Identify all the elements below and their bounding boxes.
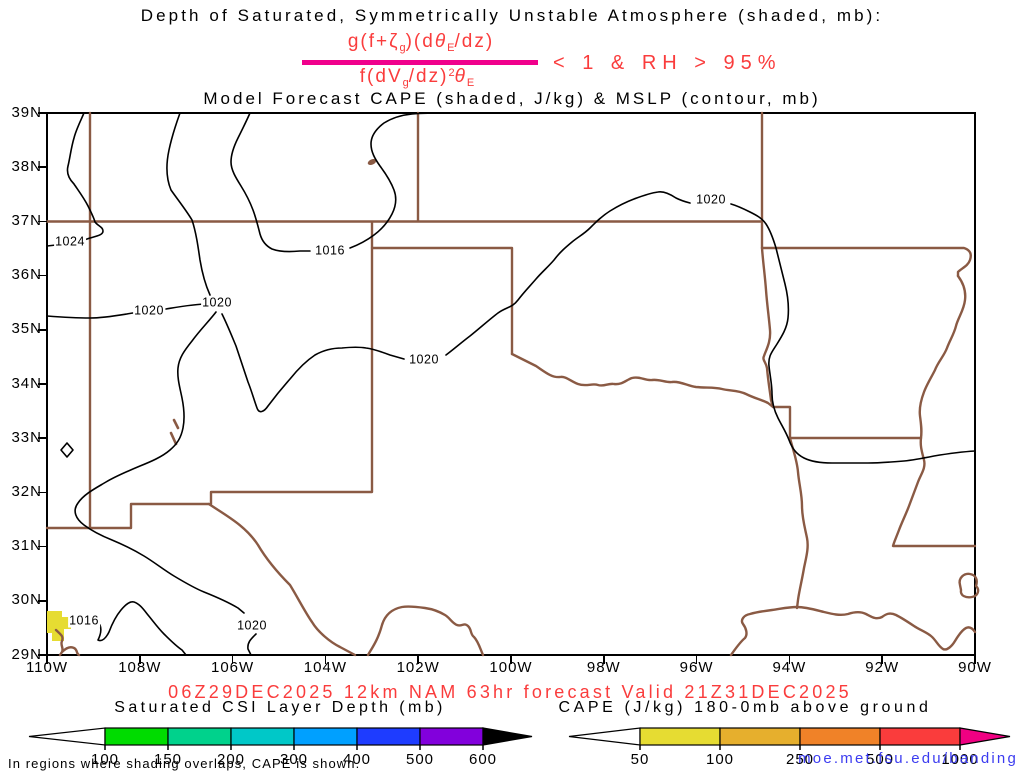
isobar-1016-south bbox=[97, 601, 187, 656]
rio-grande bbox=[207, 502, 485, 657]
isobar-1020-west bbox=[46, 303, 257, 656]
map-frame bbox=[46, 112, 976, 656]
site-link[interactable]: moe.met.fsu.edu/banding bbox=[798, 750, 1018, 767]
sabine-river bbox=[788, 436, 809, 610]
small-lake bbox=[367, 158, 377, 166]
river-fragment bbox=[169, 418, 180, 446]
mississippi-river bbox=[891, 274, 977, 548]
lake-pontchartrain bbox=[958, 572, 980, 599]
isobar-closed-low bbox=[60, 442, 74, 458]
sonora-coastline bbox=[54, 628, 81, 657]
mslp-isobars bbox=[46, 112, 976, 656]
state-borders bbox=[45, 111, 980, 657]
isobar-1020-main bbox=[166, 112, 976, 464]
gulf-coast bbox=[729, 605, 977, 657]
cape-shading-patch bbox=[47, 611, 71, 641]
isobar-1016-trough bbox=[230, 112, 451, 253]
red-river bbox=[510, 352, 775, 409]
